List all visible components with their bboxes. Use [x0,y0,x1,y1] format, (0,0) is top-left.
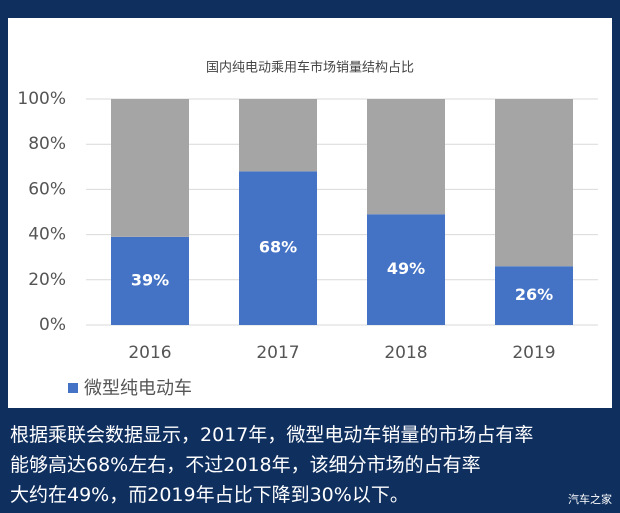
caption-line: 大约在49%，而2019年占比下降到30%以下。 [10,484,409,506]
y-tick-label: 100% [17,89,66,109]
value-label: 49% [387,259,425,278]
caption-line: 根据乘联会数据显示，2017年，微型电动车销量的市场占有率 [10,424,534,446]
legend-label: 微型纯电动车 [84,378,192,399]
x-tick-label: 2019 [512,343,555,363]
legend-swatch [68,383,78,393]
x-tick-label: 2017 [256,343,299,363]
caption-line: 能够高达68%左右，不过2018年，该细分市场的占有率 [10,454,481,476]
value-label: 26% [515,285,553,304]
bar-segment [367,99,445,215]
y-tick-label: 20% [28,270,66,290]
chart-title: 国内纯电动乘用车市场销量结构占比 [206,60,414,76]
y-tick-label: 80% [28,134,66,154]
bar-segment [367,214,445,325]
bar-segment [495,266,573,325]
watermark: 汽车之家 [568,493,612,506]
x-tick-label: 2018 [384,343,427,363]
y-tick-label: 0% [39,315,66,335]
bar-segment [495,99,573,267]
x-tick-label: 2016 [128,343,171,363]
bar-segment [239,171,317,325]
bar-segment [111,236,189,325]
bar-segment [111,99,189,237]
bar-segment [239,99,317,172]
y-tick-label: 60% [28,179,66,199]
value-label: 68% [259,238,297,257]
y-tick-label: 40% [28,225,66,245]
value-label: 39% [131,270,169,289]
